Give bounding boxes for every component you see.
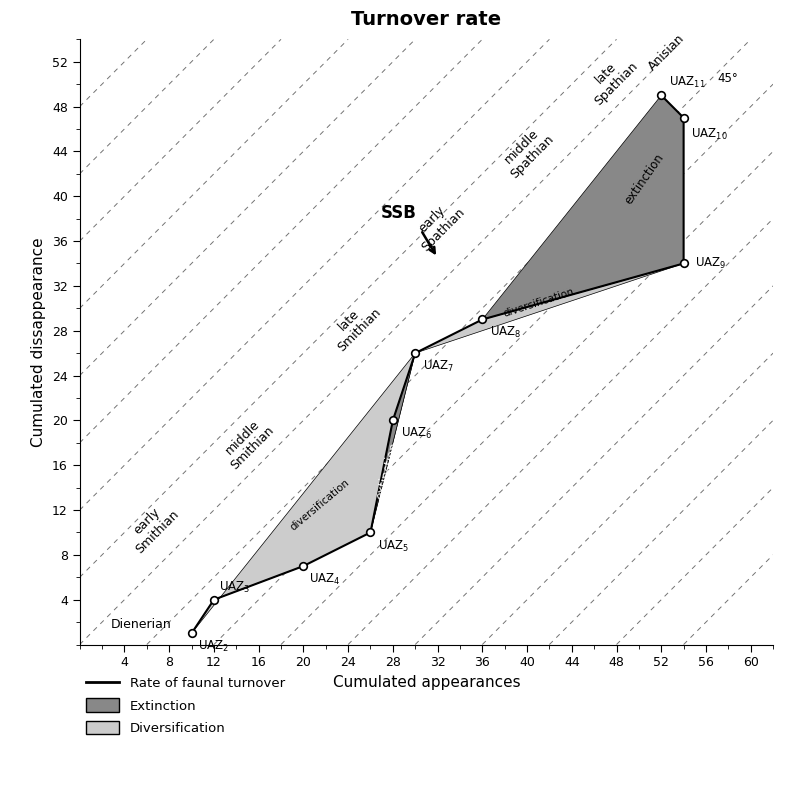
Text: UAZ$_9$: UAZ$_9$ bbox=[695, 256, 726, 271]
Text: middle
Smithian: middle Smithian bbox=[218, 413, 277, 472]
Text: UAZ$_8$: UAZ$_8$ bbox=[490, 325, 521, 340]
Text: UAZ$_2$: UAZ$_2$ bbox=[198, 639, 230, 654]
Text: SSB: SSB bbox=[380, 204, 416, 222]
Text: diversification: diversification bbox=[501, 286, 575, 319]
X-axis label: Cumulated appearances: Cumulated appearances bbox=[332, 675, 520, 690]
Text: UAZ$_4$: UAZ$_4$ bbox=[309, 571, 340, 587]
Text: early
Spathian: early Spathian bbox=[408, 195, 467, 254]
Text: late
Spathian: late Spathian bbox=[581, 49, 641, 108]
Legend: Rate of faunal turnover, Extinction, Diversification: Rate of faunal turnover, Extinction, Div… bbox=[86, 676, 285, 735]
Polygon shape bbox=[415, 263, 684, 353]
Polygon shape bbox=[371, 353, 415, 532]
Title: Turnover rate: Turnover rate bbox=[351, 10, 501, 29]
Polygon shape bbox=[191, 353, 415, 634]
Y-axis label: Cumulated dissappearance: Cumulated dissappearance bbox=[31, 237, 46, 446]
Text: UAZ$_6$: UAZ$_6$ bbox=[401, 426, 432, 441]
Polygon shape bbox=[482, 95, 684, 319]
Text: extinction: extinction bbox=[373, 441, 401, 501]
Text: late
Smithian: late Smithian bbox=[324, 296, 383, 354]
Text: Dienerian: Dienerian bbox=[111, 618, 172, 631]
Text: 45°: 45° bbox=[717, 72, 738, 85]
Text: UAZ$_{10}$: UAZ$_{10}$ bbox=[692, 127, 728, 141]
Text: early
Smithian: early Smithian bbox=[123, 498, 182, 556]
Text: Anisian: Anisian bbox=[646, 32, 688, 73]
Text: UAZ$_{11}$: UAZ$_{11}$ bbox=[669, 75, 705, 90]
Text: UAZ$_3$: UAZ$_3$ bbox=[219, 580, 251, 595]
Text: middle
Spathian: middle Spathian bbox=[497, 122, 556, 181]
Text: UAZ$_5$: UAZ$_5$ bbox=[379, 539, 410, 554]
Text: diversification: diversification bbox=[289, 477, 351, 532]
Text: UAZ$_7$: UAZ$_7$ bbox=[423, 358, 454, 374]
Text: extinction: extinction bbox=[622, 152, 666, 208]
